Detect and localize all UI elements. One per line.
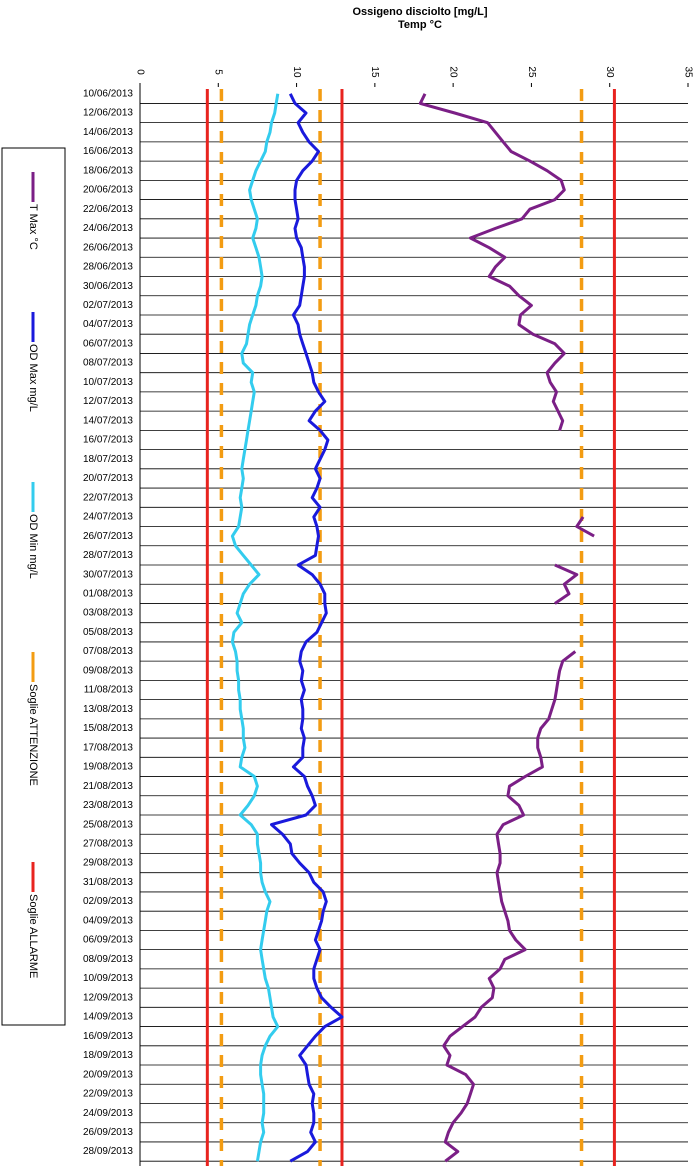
x-tick-label: 25 bbox=[526, 66, 537, 78]
x-tick-label: 0 bbox=[134, 69, 145, 75]
y-tick-label: 18/07/2013 bbox=[83, 454, 133, 465]
y-tick-label: 05/08/2013 bbox=[83, 627, 133, 638]
y-tick-label: 20/07/2013 bbox=[83, 473, 133, 484]
y-tick-label: 25/08/2013 bbox=[83, 819, 133, 830]
y-tick-label: 19/08/2013 bbox=[83, 762, 133, 773]
y-tick-label: 24/07/2013 bbox=[83, 512, 133, 523]
x-tick-label: 10 bbox=[291, 66, 302, 78]
series-line bbox=[230, 93, 280, 1162]
series-line bbox=[418, 93, 595, 1163]
legend-box bbox=[1, 147, 66, 1026]
y-tick-label: 04/07/2013 bbox=[83, 319, 133, 330]
x-tick-label: 20 bbox=[448, 66, 459, 78]
y-tick-label: 20/09/2013 bbox=[83, 1069, 133, 1080]
y-tick-label: 08/07/2013 bbox=[83, 358, 133, 369]
y-tick-label: 23/08/2013 bbox=[83, 800, 133, 811]
y-tick-label: 18/09/2013 bbox=[83, 1050, 133, 1061]
y-tick-label: 08/09/2013 bbox=[83, 954, 133, 965]
chart-title: Ossigeno disciolto [mg/L] bbox=[352, 6, 487, 18]
series-line bbox=[270, 93, 344, 1163]
y-tick-label: 24/09/2013 bbox=[83, 1108, 133, 1119]
y-tick-label: 27/08/2013 bbox=[83, 839, 133, 850]
y-tick-label: 10/07/2013 bbox=[83, 377, 133, 388]
legend-label: Soglie ALLARME bbox=[27, 894, 39, 978]
y-tick-label: 14/07/2013 bbox=[83, 415, 133, 426]
y-tick-label: 26/07/2013 bbox=[83, 531, 133, 542]
y-tick-label: 02/07/2013 bbox=[83, 300, 133, 311]
y-tick-label: 11/08/2013 bbox=[84, 685, 134, 696]
y-tick-label: 30/07/2013 bbox=[83, 569, 133, 580]
y-tick-label: 14/09/2013 bbox=[83, 1012, 133, 1023]
y-tick-label: 10/09/2013 bbox=[83, 973, 133, 984]
y-tick-label: 02/09/2013 bbox=[83, 896, 133, 907]
y-tick-label: 17/08/2013 bbox=[83, 742, 133, 753]
y-tick-label: 26/09/2013 bbox=[83, 1127, 133, 1138]
y-tick-label: 09/08/2013 bbox=[83, 665, 133, 676]
x-tick-label: 5 bbox=[213, 69, 224, 75]
legend-label: Soglie ATTENZIONE bbox=[27, 684, 39, 786]
y-tick-label: 16/06/2013 bbox=[83, 146, 133, 157]
y-tick-label: 16/07/2013 bbox=[83, 435, 133, 446]
y-tick-label: 24/06/2013 bbox=[83, 223, 133, 234]
y-tick-label: 13/08/2013 bbox=[83, 704, 133, 715]
y-tick-label: 15/08/2013 bbox=[83, 723, 133, 734]
y-tick-label: 22/07/2013 bbox=[83, 492, 133, 503]
y-tick-label: 28/07/2013 bbox=[83, 550, 133, 561]
legend-label: OD Min mg/L bbox=[27, 514, 39, 579]
legend-label: OD Max mg/L bbox=[27, 344, 39, 412]
y-tick-label: 03/08/2013 bbox=[83, 608, 133, 619]
y-tick-label: 21/08/2013 bbox=[83, 781, 133, 792]
y-tick-label: 14/06/2013 bbox=[83, 127, 133, 138]
y-tick-label: 04/09/2013 bbox=[83, 915, 133, 926]
y-tick-label: 20/06/2013 bbox=[83, 185, 133, 196]
x-tick-label: 30 bbox=[604, 66, 615, 78]
y-tick-label: 28/06/2013 bbox=[83, 262, 133, 273]
y-tick-label: 29/08/2013 bbox=[83, 858, 133, 869]
y-tick-label: 01/08/2013 bbox=[83, 588, 133, 599]
y-tick-label: 10/06/2013 bbox=[83, 88, 133, 99]
y-tick-label: 26/06/2013 bbox=[83, 242, 133, 253]
x-tick-label: 15 bbox=[369, 66, 380, 78]
y-tick-label: 07/08/2013 bbox=[83, 646, 133, 657]
x-tick-label: 35 bbox=[682, 66, 693, 78]
y-tick-label: 06/07/2013 bbox=[83, 338, 133, 349]
chart-subtitle: Temp °C bbox=[398, 19, 442, 31]
y-tick-label: 12/07/2013 bbox=[83, 396, 133, 407]
y-tick-label: 22/09/2013 bbox=[83, 1089, 133, 1100]
y-tick-label: 31/08/2013 bbox=[83, 877, 133, 888]
y-tick-label: 06/09/2013 bbox=[83, 935, 133, 946]
y-tick-label: 16/09/2013 bbox=[83, 1031, 133, 1042]
y-tick-label: 28/09/2013 bbox=[83, 1146, 133, 1157]
y-tick-label: 18/06/2013 bbox=[83, 165, 133, 176]
y-tick-label: 12/06/2013 bbox=[83, 108, 133, 119]
y-tick-label: 30/06/2013 bbox=[83, 281, 133, 292]
y-tick-label: 12/09/2013 bbox=[83, 992, 133, 1003]
y-tick-label: 22/06/2013 bbox=[83, 204, 133, 215]
legend-label: T Max °C bbox=[27, 204, 39, 250]
